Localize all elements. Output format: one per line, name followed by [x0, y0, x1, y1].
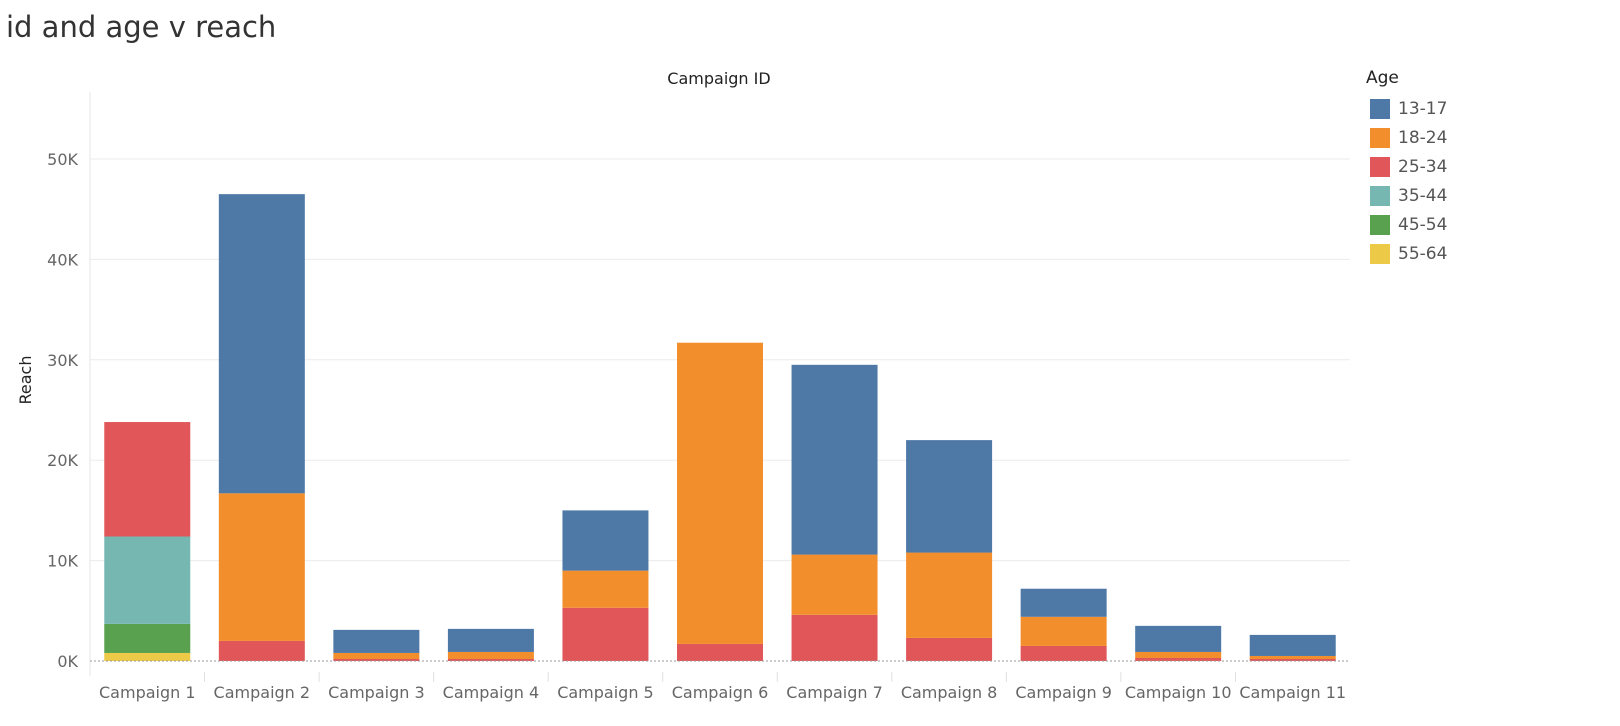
bar-segment: [218, 640, 305, 661]
bar-segment: [906, 637, 993, 661]
bar-segment: [1249, 634, 1336, 656]
bar-segment: [562, 510, 649, 571]
legend-swatch: [1370, 243, 1390, 264]
bar-segment: [1020, 645, 1107, 661]
legend-title: Age: [1366, 68, 1399, 88]
bar-segment: [104, 652, 191, 661]
bar-segment: [104, 623, 191, 653]
legend-label: 18-24: [1398, 127, 1448, 148]
x-tick-label: Campaign 11: [1239, 683, 1346, 702]
legend-swatch: [1370, 98, 1390, 119]
legend-item[interactable]: 45-54: [1366, 210, 1606, 239]
bar-segment: [447, 651, 534, 659]
y-tick-label: 40K: [47, 250, 78, 269]
legend-label: 55-64: [1398, 243, 1448, 264]
bar-segment: [447, 658, 534, 661]
legend-swatch: [1370, 156, 1390, 177]
y-tick-label: 10K: [47, 552, 78, 571]
legend-label: 35-44: [1398, 185, 1448, 206]
x-axis-title: Campaign ID: [667, 69, 770, 88]
bar-segment: [562, 570, 649, 608]
x-tick-label: Campaign 3: [328, 683, 425, 702]
legend-swatch: [1370, 185, 1390, 206]
bar-segment: [218, 493, 305, 641]
page-title: id and age v reach: [6, 10, 277, 44]
bar-segment: [1020, 588, 1107, 617]
bar-segment: [791, 614, 878, 661]
bar-segment: [677, 643, 763, 661]
legend-label: 45-54: [1398, 214, 1448, 235]
bar-segment: [1135, 657, 1222, 661]
bar-segment: [104, 536, 191, 624]
x-tick-label: Campaign 9: [1015, 683, 1112, 702]
legend-item[interactable]: 55-64: [1366, 239, 1606, 268]
bar-segment: [333, 658, 420, 661]
bar-segment: [104, 422, 191, 537]
x-tick-label: Campaign 7: [786, 683, 883, 702]
bar-segment: [333, 652, 420, 659]
y-axis-title: Reach: [16, 356, 35, 405]
bar-segment: [1135, 625, 1222, 652]
bar-segment: [333, 629, 420, 653]
bar-segment: [791, 364, 878, 555]
x-tick-label: Campaign 6: [672, 683, 769, 702]
y-tick-label: 50K: [47, 150, 78, 169]
y-tick-label: 20K: [47, 451, 78, 470]
stacked-bar-chart: 0K 10K 20K 30K 40K 50K Reach Campaign ID Campaig…: [16, 69, 1350, 702]
x-tick-label: Campaign 4: [443, 683, 540, 702]
bar-segment: [1249, 658, 1336, 661]
bar-segment: [1135, 651, 1222, 658]
bar-segment: [677, 342, 763, 644]
bar-segment: [791, 554, 878, 615]
bar-segment: [562, 607, 649, 661]
legend-items: 13-17 18-24 25-34 35-44 45-54 55-64: [1366, 94, 1606, 268]
legend-swatch: [1370, 214, 1390, 235]
legend-item[interactable]: 18-24: [1366, 123, 1606, 152]
legend-item[interactable]: 35-44: [1366, 181, 1606, 210]
x-tick-label: Campaign 5: [557, 683, 654, 702]
legend-item[interactable]: 13-17: [1366, 94, 1606, 123]
legend-label: 25-34: [1398, 156, 1448, 177]
bar-segment: [906, 440, 993, 553]
legend-label: 13-17: [1398, 98, 1448, 119]
bar-segment: [447, 628, 534, 652]
bar-segment: [906, 552, 993, 638]
x-tick-label: Campaign 1: [99, 683, 196, 702]
legend-item[interactable]: 25-34: [1366, 152, 1606, 181]
y-tick-label: 0K: [57, 652, 78, 671]
bar-segment: [218, 194, 305, 494]
x-tick-label: Campaign 2: [214, 683, 311, 702]
bar-segment: [1020, 616, 1107, 646]
y-tick-label: 30K: [47, 351, 78, 370]
bar-segment: [1249, 655, 1336, 659]
x-tick-label: Campaign 10: [1125, 683, 1232, 702]
x-tick-label: Campaign 8: [901, 683, 998, 702]
legend: Age 13-17 18-24 25-34 35-44 45-54 55-64: [1366, 68, 1606, 268]
legend-swatch: [1370, 127, 1390, 148]
